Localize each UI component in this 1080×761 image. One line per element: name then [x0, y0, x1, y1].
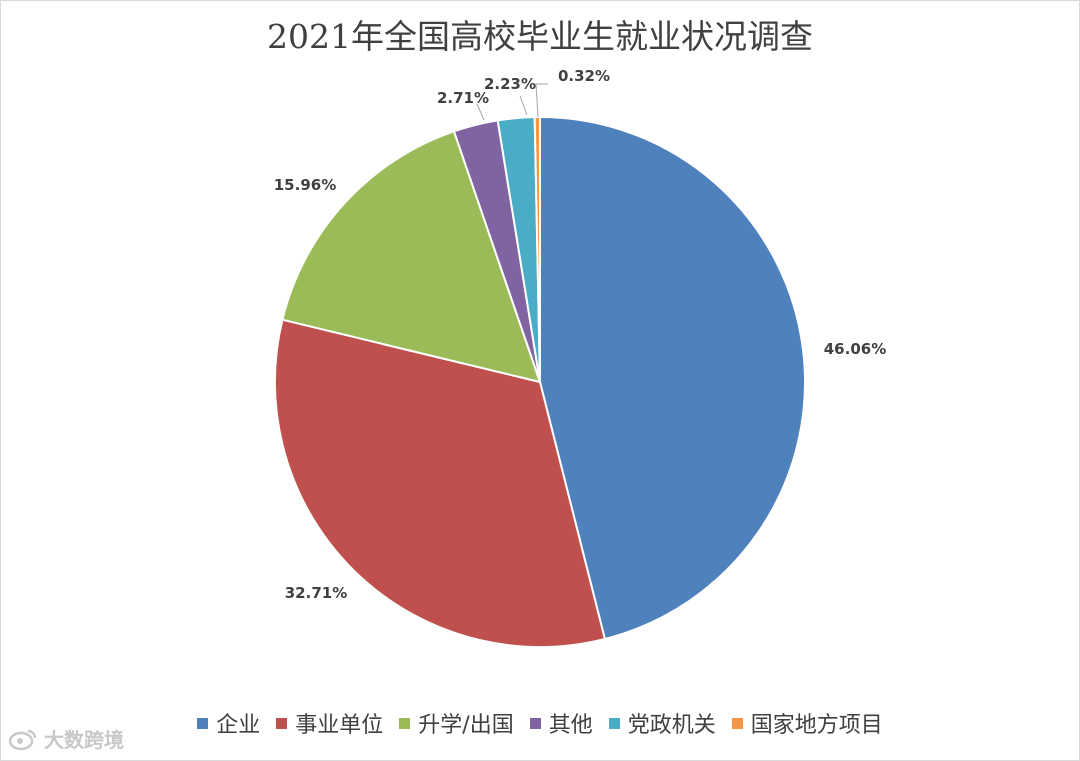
data-label-5: 2.23%: [484, 75, 536, 93]
legend-label: 党政机关: [627, 713, 716, 738]
legend-swatch: [276, 717, 288, 729]
pie-slice-3: [281, 130, 542, 384]
legend-swatch: [608, 717, 620, 729]
legend-label: 事业单位: [295, 713, 384, 738]
leader-line-6: [535, 83, 548, 118]
data-labels: 46.06% 32.71% 15.96% 2.71%2.23% 0.32%: [274, 67, 886, 602]
legend-item-2: 事业单位: [276, 707, 383, 739]
pie-slice-6: [533, 115, 541, 383]
data-label-4: 2.71%: [437, 89, 489, 107]
data-label-1: 46.06%: [824, 340, 886, 358]
chart-title: 2021年全国高校毕业生就业状况调查: [267, 17, 813, 56]
legend-label: 其他: [548, 713, 593, 738]
legend-item-1: 企业: [197, 707, 260, 739]
legend-item-6: 国家地方项目: [731, 707, 883, 739]
leader-line-4: [476, 103, 485, 121]
legend-label: 升学/出国: [418, 713, 514, 738]
watermark-text: 大数跨境: [44, 728, 124, 752]
legend-label: 国家地方项目: [750, 713, 883, 738]
pie-slice-1: [539, 115, 806, 641]
legend-label: 企业: [216, 713, 261, 738]
watermark: 大数跨境: [8, 724, 124, 753]
legend-swatch: [197, 717, 209, 729]
legend-swatch: [399, 717, 411, 729]
pie-slice-2: [274, 318, 607, 648]
legend-swatch: [529, 717, 541, 729]
legend-item-3: 升学/出国: [399, 707, 514, 739]
leader-line-5: [519, 95, 528, 116]
legend-item-5: 党政机关: [608, 707, 716, 739]
data-label-6: 0.32%: [558, 67, 610, 85]
chart-legend: 企业 事业单位 升学/出国 其他 党政机关 国家地方项目: [0, 707, 1080, 739]
legend-swatch: [731, 717, 743, 729]
legend-item-4: 其他: [529, 707, 593, 739]
leader-lines: [476, 83, 548, 121]
pie-slices: [274, 115, 806, 648]
data-label-2: 32.71%: [285, 584, 347, 602]
weibo-logo-icon: [8, 729, 37, 750]
data-label-3: 15.96%: [274, 176, 336, 194]
